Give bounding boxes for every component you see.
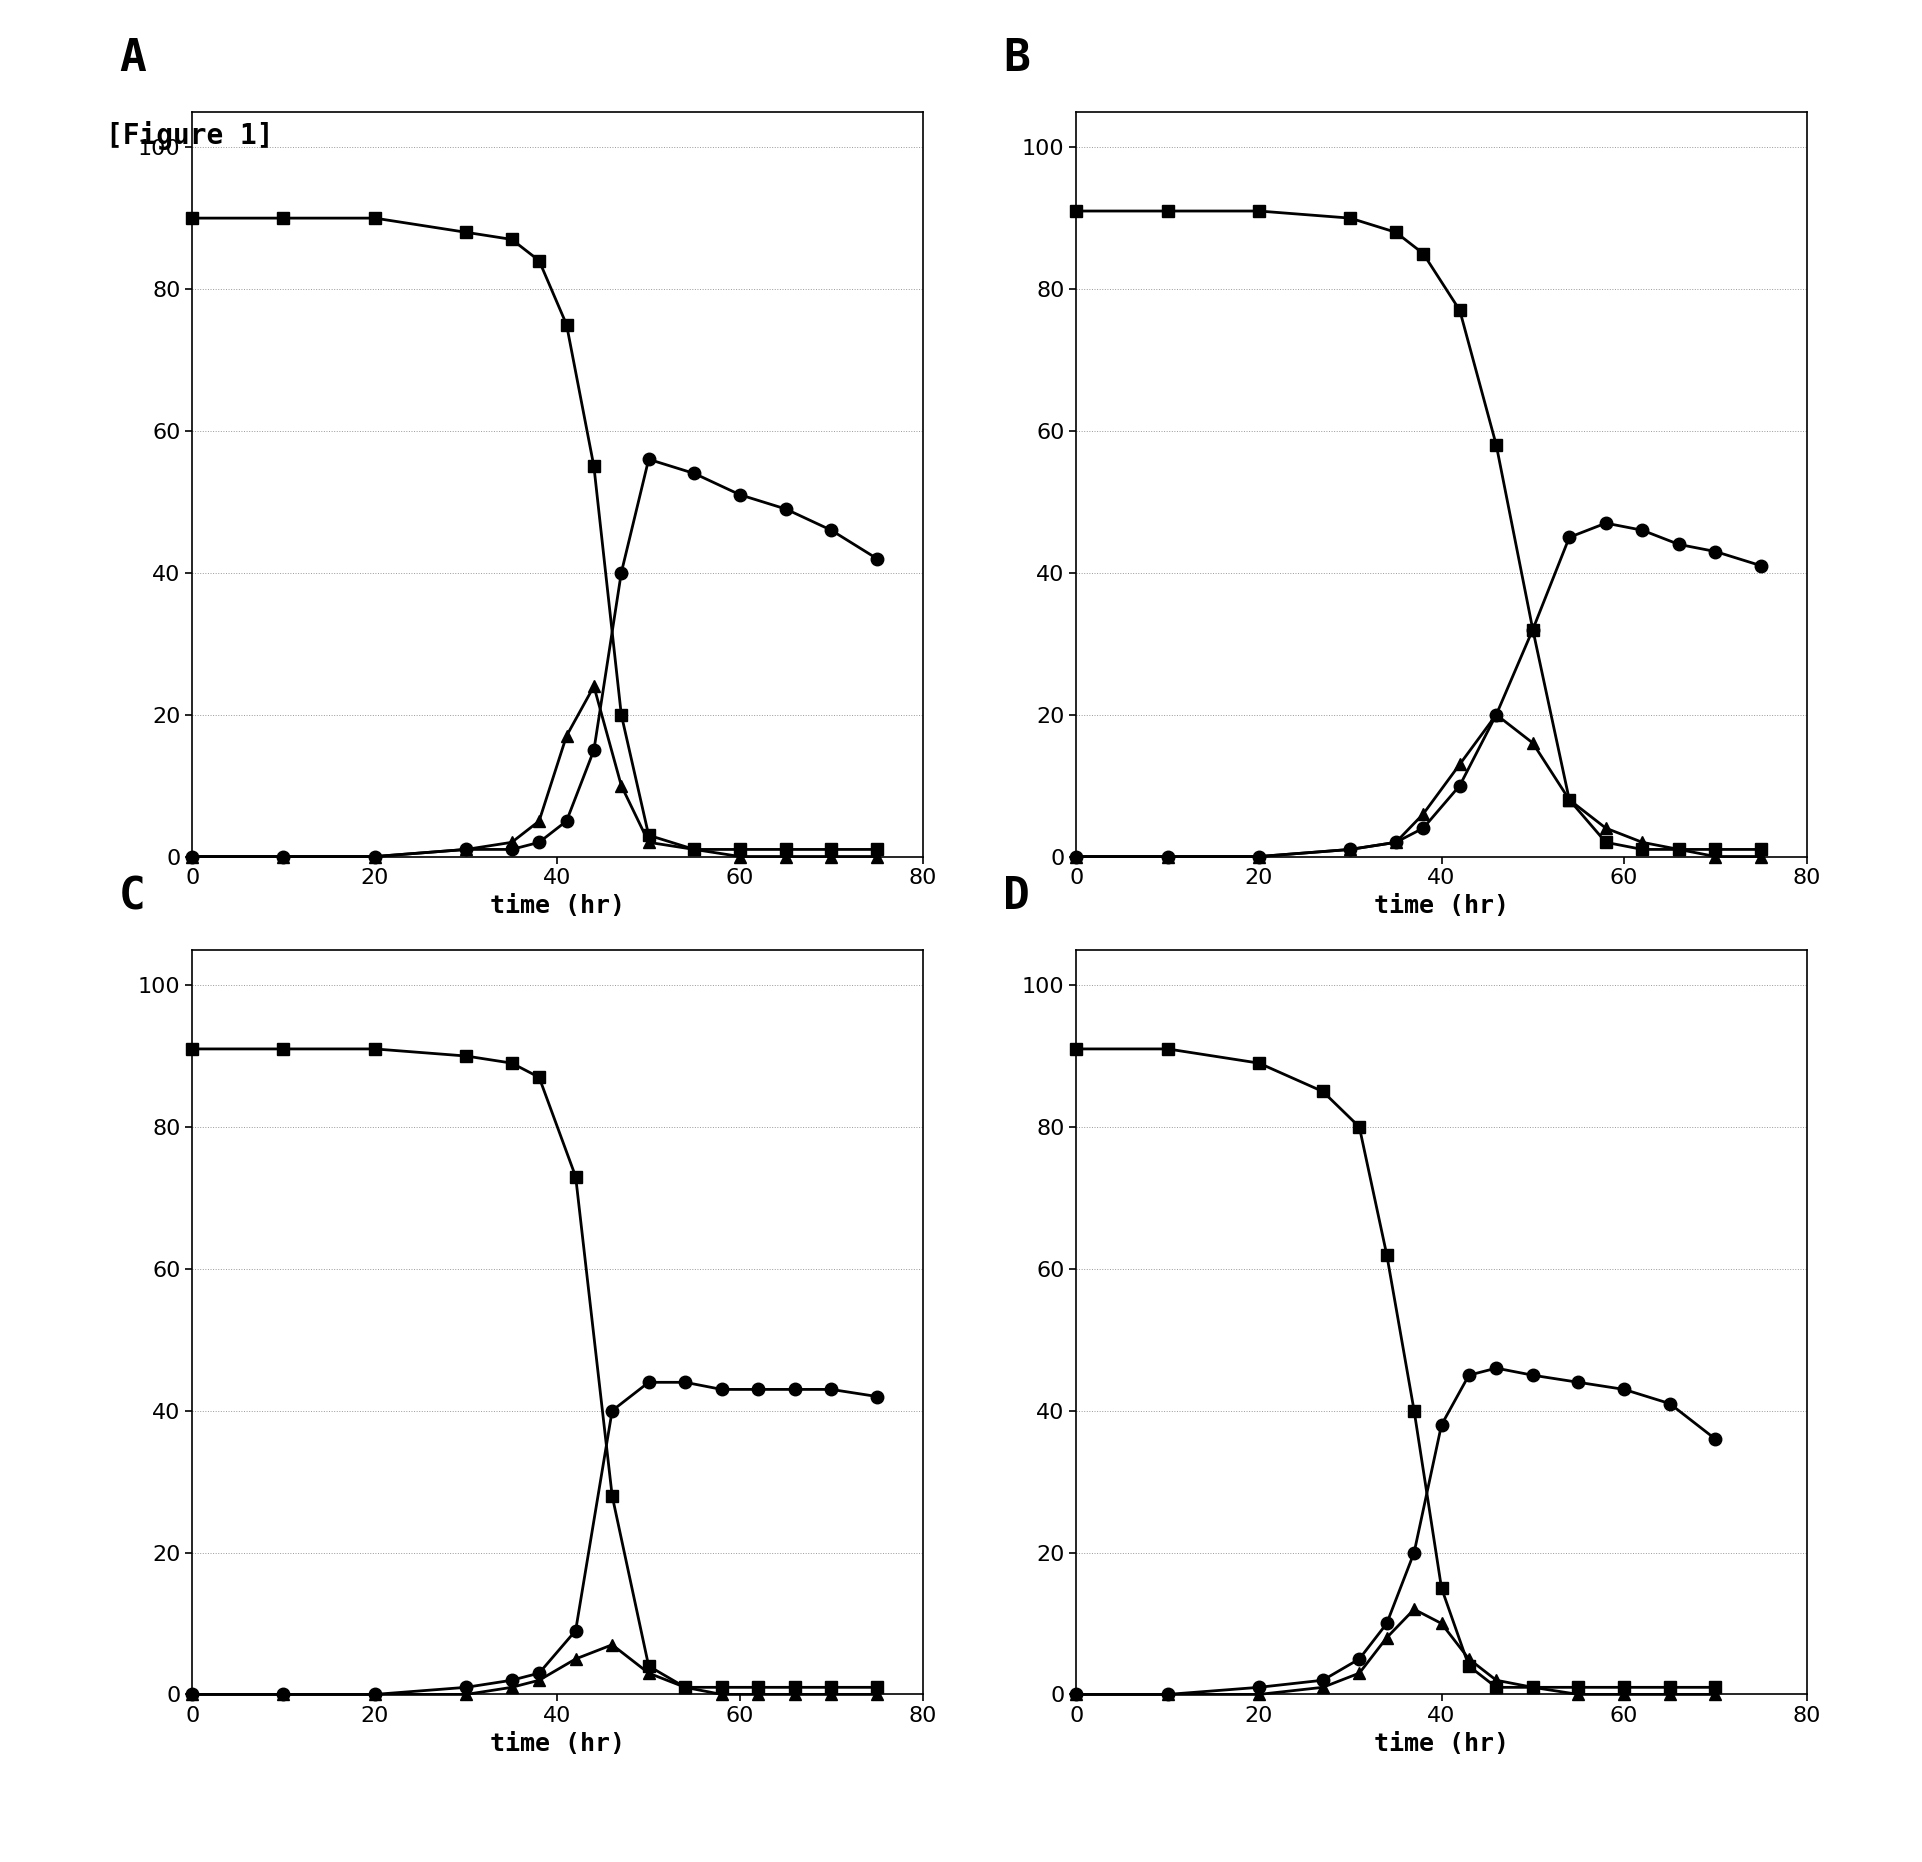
Text: B: B (1003, 37, 1030, 80)
Text: A: A (119, 37, 146, 80)
X-axis label: time (hr): time (hr) (1374, 894, 1509, 918)
Text: D: D (1003, 875, 1030, 918)
X-axis label: time (hr): time (hr) (490, 894, 625, 918)
X-axis label: time (hr): time (hr) (490, 1732, 625, 1756)
Text: [Figure 1]: [Figure 1] (106, 121, 273, 151)
X-axis label: time (hr): time (hr) (1374, 1732, 1509, 1756)
Text: C: C (119, 875, 146, 918)
